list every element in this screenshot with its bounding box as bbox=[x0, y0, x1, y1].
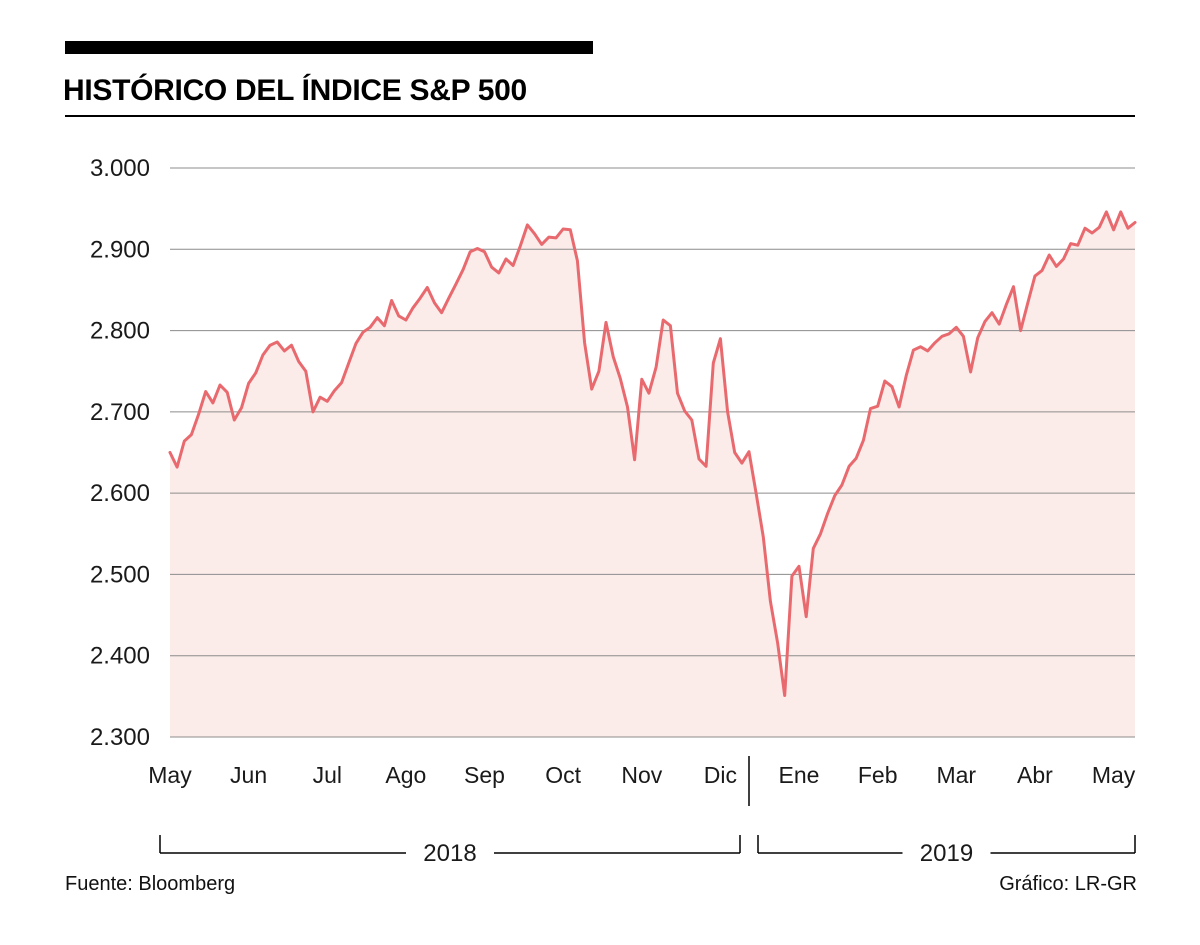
x-tick-label-month: Ago bbox=[385, 762, 426, 788]
x-tick-label-month: May bbox=[1092, 762, 1136, 788]
y-tick-label: 3.000 bbox=[90, 155, 150, 182]
x-tick-label-month: Abr bbox=[1017, 762, 1053, 788]
x-tick-label-month: Dic bbox=[704, 762, 737, 788]
x-tick-label-month: Oct bbox=[545, 762, 581, 788]
header-rule bbox=[65, 115, 1135, 117]
credit-label: Gráfico: LR-GR bbox=[999, 873, 1137, 895]
year-label: 2019 bbox=[920, 840, 973, 867]
y-tick-label: 2.600 bbox=[90, 480, 150, 507]
x-tick-label-month: Jul bbox=[313, 762, 342, 788]
page-title: HISTÓRICO DEL ÍNDICE S&P 500 bbox=[63, 74, 527, 107]
year-label: 2018 bbox=[423, 840, 476, 867]
y-tick-label: 2.800 bbox=[90, 318, 150, 345]
x-tick-label-month: Jun bbox=[230, 762, 267, 788]
y-tick-label: 2.900 bbox=[90, 236, 150, 263]
y-tick-label: 2.300 bbox=[90, 724, 150, 751]
x-tick-label-month: May bbox=[148, 762, 192, 788]
x-tick-label-month: Feb bbox=[858, 762, 898, 788]
y-tick-label: 2.700 bbox=[90, 399, 150, 426]
x-tick-label-month: Ene bbox=[779, 762, 820, 788]
x-tick-label-month: Mar bbox=[936, 762, 976, 788]
source-label: Fuente: Bloomberg bbox=[65, 873, 236, 895]
x-tick-label-month: Nov bbox=[621, 762, 662, 788]
y-tick-label: 2.400 bbox=[90, 643, 150, 670]
y-tick-label: 2.500 bbox=[90, 561, 150, 588]
title-accent-bar bbox=[65, 41, 593, 54]
series-area bbox=[170, 211, 1135, 737]
x-tick-label-month: Sep bbox=[464, 762, 505, 788]
series-line bbox=[168, 210, 1137, 697]
